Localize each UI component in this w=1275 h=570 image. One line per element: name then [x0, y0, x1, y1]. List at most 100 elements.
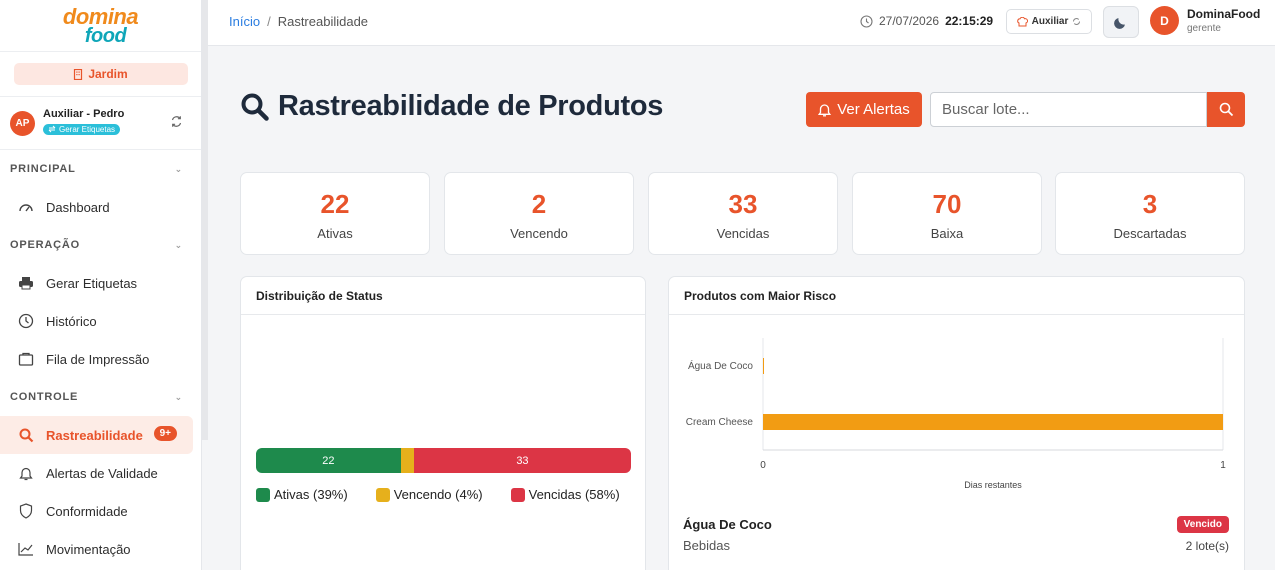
sidebar-item-label: Gerar Etiquetas — [46, 275, 138, 291]
current-time: 22:15:29 — [945, 14, 994, 28]
avatar: D — [1150, 6, 1179, 35]
legend-swatch — [375, 487, 390, 502]
user-badge-label: Gerar Etiquetas — [59, 124, 116, 134]
sidebar-item-conformidade[interactable]: Conformidade — [0, 492, 201, 530]
sidebar-item-rastreabilidade[interactable]: Rastreabilidade 9+ — [0, 416, 193, 454]
legend-swatch — [256, 487, 270, 502]
stat-card-baixa[interactable]: 70 Baixa — [852, 172, 1042, 255]
status-stacked-bar: 22 33 — [256, 448, 631, 473]
sidebar-item-label: Conformidade — [46, 503, 128, 519]
sidebar-item-label: Movimentação — [46, 541, 131, 557]
stat-label: Vencidas — [716, 226, 770, 241]
breadcrumb-home-link[interactable]: Início — [229, 14, 261, 29]
risk-list-item[interactable]: Água De Coco Bebidas Vencido 2 lote(s) — [683, 516, 1229, 553]
stat-card-vencidas[interactable]: 33 Vencidas — [648, 172, 838, 255]
sidebar-item-label: Rastreabilidade — [46, 427, 143, 443]
x-axis-label: Dias restantes — [964, 480, 1022, 490]
status-segment-vencidas[interactable]: 33 — [413, 448, 631, 473]
building-icon — [74, 68, 83, 80]
user-profile-menu[interactable]: D DominaFood gerente — [1150, 6, 1260, 35]
bell-icon — [18, 466, 34, 481]
risk-product-category: Bebidas — [683, 538, 730, 553]
stat-card-vencendo[interactable]: 2 Vencendo — [444, 172, 634, 255]
section-title: OPERAÇÃO — [10, 239, 80, 251]
chef-hat-icon — [1016, 16, 1028, 26]
sidebar-item-label: Fila de Impressão — [46, 351, 150, 367]
stat-card-ativas[interactable]: 22 Ativas — [240, 172, 430, 255]
stat-label: Descartadas — [1113, 226, 1187, 241]
stat-label: Ativas — [317, 226, 353, 241]
status-segment-ativas[interactable]: 22 — [256, 448, 401, 473]
chevron-down-icon: ⌄ — [174, 163, 183, 174]
x-tick-label: 0 — [760, 460, 766, 471]
stat-card-descartadas[interactable]: 3 Descartadas — [1055, 172, 1245, 255]
chevron-down-icon: ⌄ — [174, 391, 183, 402]
role-label: Auxiliar — [1031, 16, 1069, 27]
switch-user-icon[interactable] — [170, 115, 183, 128]
breadcrumb-separator: / — [267, 14, 271, 29]
logo[interactable]: domina food — [0, 0, 201, 52]
stat-label: Baixa — [930, 226, 964, 241]
stat-value: 2 — [531, 189, 547, 219]
chevron-down-icon: ⌄ — [174, 239, 183, 250]
datetime-display: 27/07/2026 22:15:29 — [860, 14, 993, 28]
section-title: PRINCIPAL — [10, 163, 76, 175]
stat-value: 3 — [1142, 189, 1158, 219]
sidebar-item-gerar-etiquetas[interactable]: Gerar Etiquetas — [0, 264, 201, 302]
view-alerts-button[interactable]: Ver Alertas — [806, 92, 922, 127]
risk-products-panel: Produtos com Maior Risco Água De Coco Cre… — [668, 276, 1245, 570]
avatar: AP — [10, 110, 35, 136]
sidebar-item-dashboard[interactable]: Dashboard — [0, 188, 201, 226]
moon-icon — [1114, 18, 1125, 29]
logo-top-text: domina — [62, 3, 139, 29]
sidebar-item-fila-impressao[interactable]: Fila de Impressão — [0, 340, 201, 378]
status-badge: Vencido — [1176, 516, 1229, 533]
panel-title: Distribuição de Status — [241, 277, 645, 315]
sidebar-item-label: Dashboard — [46, 199, 110, 215]
search-icon — [241, 93, 269, 121]
logo-bottom-text: food — [84, 24, 127, 47]
theme-toggle-button[interactable] — [1103, 6, 1139, 38]
sidebar: domina food Jardim AP Auxiliar - Pedro G… — [0, 0, 202, 570]
section-title: CONTROLE — [10, 391, 79, 403]
chart-bar — [763, 358, 764, 374]
legend-label: Vencidas (58%) — [528, 487, 620, 502]
view-alerts-label: Ver Alertas — [837, 101, 910, 118]
section-principal[interactable]: PRINCIPAL ⌄ — [0, 150, 201, 188]
breadcrumb: Início / Rastreabilidade — [229, 14, 368, 29]
legend-item: Vencidas (58%) — [510, 487, 620, 502]
section-operacao[interactable]: OPERAÇÃO ⌄ — [0, 226, 201, 264]
sidebar-scrollbar[interactable] — [202, 0, 208, 440]
section-controle[interactable]: CONTROLE ⌄ — [0, 378, 201, 416]
topbar: Início / Rastreabilidade 27/07/2026 22:15:… — [208, 0, 1275, 46]
sidebar-item-alertas-validade[interactable]: Alertas de Validade — [0, 454, 201, 492]
chart-icon — [18, 542, 34, 556]
bell-icon — [818, 103, 832, 116]
risk-product-name: Água De Coco — [683, 517, 772, 532]
sidebar-item-movimentacao[interactable]: Movimentação — [0, 530, 201, 568]
unit-selector-button[interactable]: Jardim — [13, 63, 188, 85]
role-switch-button[interactable]: Auxiliar — [1006, 9, 1092, 34]
search-button[interactable] — [1207, 92, 1245, 127]
profile-role: gerente — [1187, 23, 1221, 34]
clock-icon — [860, 14, 873, 28]
panel-title: Produtos com Maior Risco — [669, 277, 1244, 315]
stat-label: Vencendo — [510, 226, 568, 241]
stat-value: 22 — [320, 189, 350, 219]
legend-item: Ativas (39%) — [256, 487, 348, 502]
swap-icon — [48, 125, 56, 133]
search-lot-input[interactable] — [930, 92, 1207, 127]
printer-icon — [18, 276, 34, 290]
status-legend: Ativas (39%) Vencendo (4%) Vencidas (58%… — [256, 487, 620, 502]
user-name: Auxiliar - Pedro — [43, 107, 125, 120]
search-icon — [1219, 102, 1233, 117]
user-permission-badge: Gerar Etiquetas — [43, 123, 121, 135]
risk-lot-count: 2 lote(s) — [1185, 539, 1229, 553]
page-header: Rastreabilidade de Produtos — [240, 90, 663, 123]
status-segment-vencendo[interactable] — [400, 448, 414, 473]
stat-value: 33 — [728, 189, 758, 219]
sidebar-item-historico[interactable]: Histórico — [0, 302, 201, 340]
legend-item: Vencendo (4%) — [375, 487, 483, 502]
shield-icon — [18, 503, 34, 519]
current-date: 27/07/2026 — [879, 14, 940, 28]
